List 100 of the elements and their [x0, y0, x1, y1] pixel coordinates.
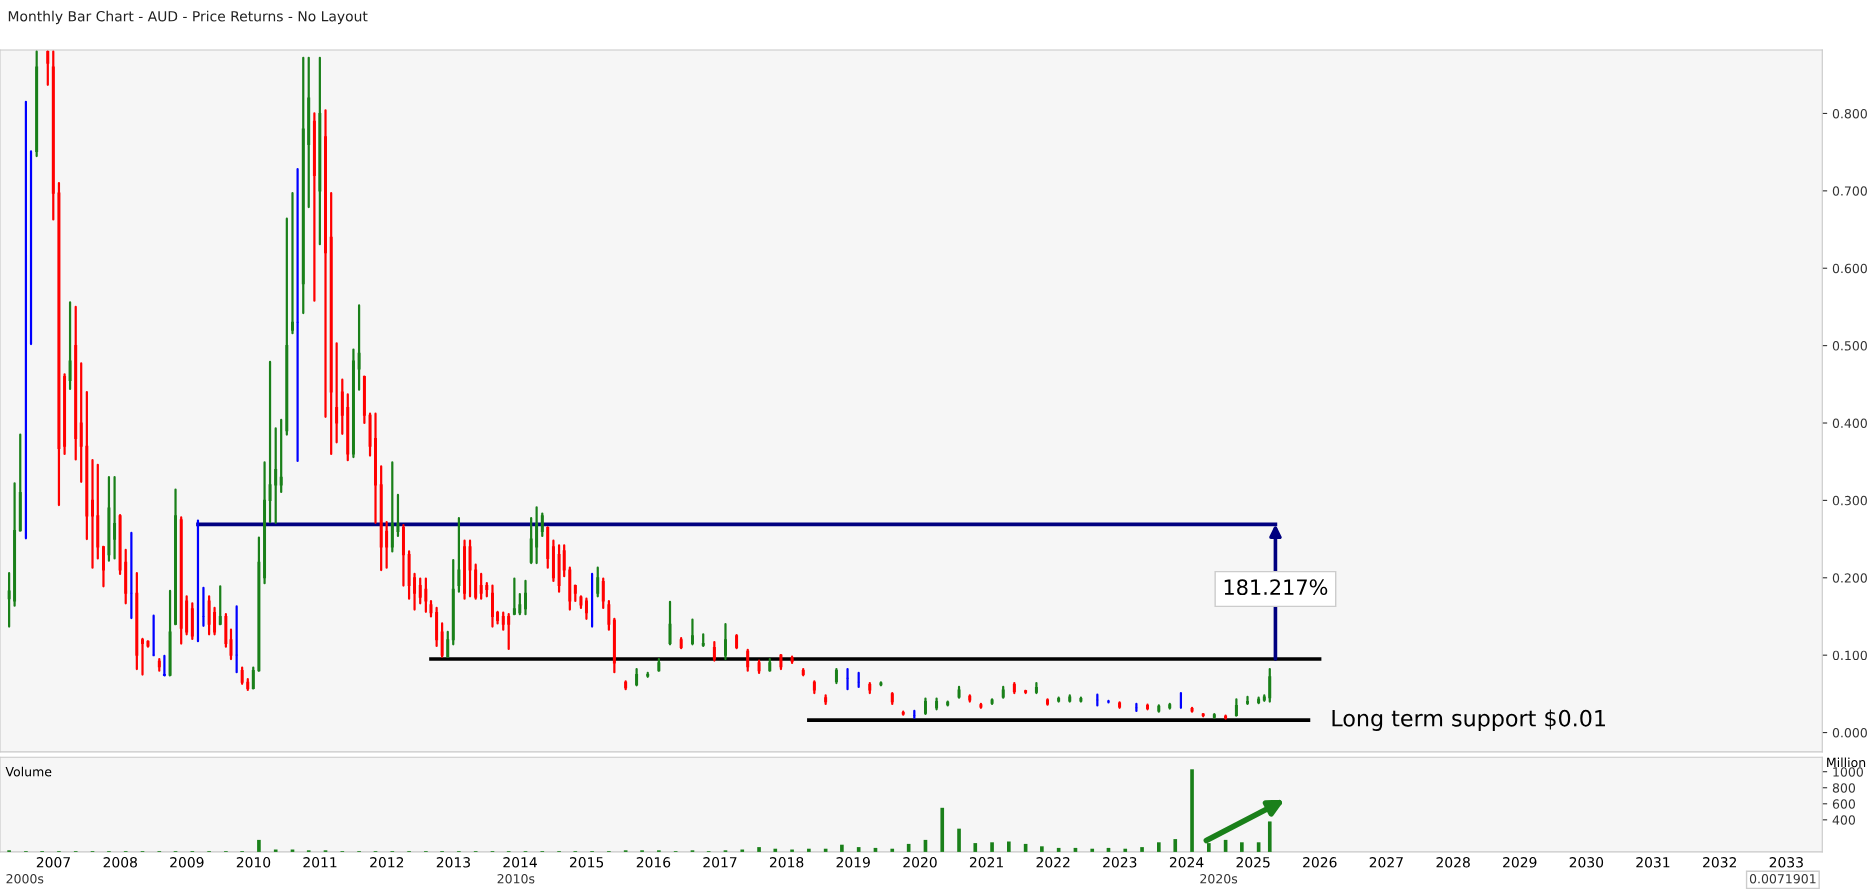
candlestick [434, 606, 439, 647]
x-tick-label: 2019 [836, 857, 870, 868]
candlestick [145, 640, 150, 648]
candlestick [934, 697, 939, 711]
x-tick-label: 2033 [1769, 857, 1803, 868]
candlestick [690, 618, 695, 646]
candlestick [529, 517, 534, 565]
bar [840, 844, 844, 852]
x-tick-label: 2030 [1569, 857, 1604, 868]
candlestick [284, 217, 289, 436]
text: 0.0071901 [1749, 873, 1816, 884]
candlestick [1045, 698, 1050, 706]
candlestick [134, 572, 139, 671]
candlestick [90, 459, 95, 569]
candlestick [1145, 703, 1150, 711]
annotation: 181.217% [1224, 579, 1328, 596]
candlestick [557, 544, 562, 593]
candlestick [645, 671, 650, 678]
candlestick [1201, 712, 1206, 718]
y-tick-label: 0.300 [1832, 495, 1867, 506]
y-tick-label: 0.000 [1832, 728, 1867, 738]
candlestick [84, 390, 89, 541]
candlestick [445, 630, 450, 658]
candlestick [723, 623, 728, 661]
candlestick [523, 579, 528, 616]
candlestick [656, 657, 661, 672]
candlestick [573, 584, 578, 603]
candlestick [118, 513, 123, 576]
bar [1007, 841, 1011, 852]
candlestick [73, 305, 78, 461]
candlestick [79, 362, 84, 483]
candlestick [595, 566, 600, 598]
candlestick [418, 577, 423, 605]
bar [1123, 848, 1128, 852]
candlestick [712, 640, 717, 662]
candlestick [957, 685, 962, 699]
y-tick-label: 0.800 [1832, 108, 1867, 119]
candlestick [440, 622, 445, 658]
candlestick [184, 595, 189, 636]
x-tick-label: 2028 [1436, 857, 1470, 868]
candlestick [634, 667, 639, 687]
candlestick [256, 536, 261, 672]
candlestick [12, 482, 17, 607]
y-tick-label: 600 [1832, 799, 1856, 809]
candlestick [1078, 696, 1083, 703]
candlestick [290, 192, 295, 335]
y-tick-label: 1000 [1833, 767, 1863, 777]
x-tick-label: 2012 [370, 857, 404, 868]
candlestick [1245, 695, 1250, 706]
candlestick [517, 592, 522, 616]
bar [856, 847, 861, 852]
text: 2020s [1200, 873, 1238, 884]
candlestick [218, 585, 223, 626]
candlestick [423, 577, 428, 613]
candlestick [701, 633, 706, 647]
candlestick [978, 702, 983, 709]
annotation: Long term support $0.01 [1332, 709, 1605, 731]
candlestick [362, 375, 367, 425]
y-tick-label: 0.700 [1832, 186, 1867, 196]
candlestick [1001, 685, 1006, 699]
candlestick [207, 595, 212, 636]
candlestick [1023, 689, 1028, 695]
chart-title: Monthly Bar Chart - AUD - Price Returns - No Layout [8, 10, 368, 25]
y-tick-label: 800 [1832, 783, 1856, 793]
candlestick [512, 577, 517, 616]
x-tick-label: 2027 [1369, 857, 1403, 868]
bar [1240, 842, 1244, 852]
candlestick [901, 710, 906, 716]
candlestick [95, 463, 100, 560]
candlestick [62, 373, 67, 456]
candlestick [223, 613, 228, 648]
candlestick [395, 493, 400, 538]
bar [773, 848, 778, 852]
candlestick [34, 50, 39, 158]
y-tick-label: 400 [1832, 815, 1856, 825]
candlestick [1223, 714, 1228, 720]
candlestick [812, 680, 817, 695]
candlestick [228, 628, 234, 661]
candlestick [1012, 681, 1017, 695]
candlestick [551, 539, 556, 582]
candlestick [428, 599, 433, 618]
candlestick [306, 56, 311, 209]
x-tick-label: 2013 [436, 857, 470, 868]
candlestick [778, 654, 783, 671]
x-tick-label: 2008 [103, 857, 137, 868]
candlestick [273, 427, 278, 524]
candlestick [1190, 706, 1195, 713]
candlestick [7, 572, 12, 628]
x-tick-label: 2018 [769, 857, 804, 868]
candlestick [667, 600, 673, 646]
x-tick-label: 2031 [1636, 857, 1670, 868]
candlestick [473, 563, 478, 600]
candlestick [251, 666, 256, 690]
candlestick [679, 637, 684, 650]
candlestick [334, 342, 339, 444]
candlestick [1095, 693, 1100, 707]
candlestick [456, 517, 461, 593]
bar [957, 828, 961, 852]
x-tick-label: 2026 [1303, 857, 1337, 868]
candlestick [606, 599, 611, 631]
